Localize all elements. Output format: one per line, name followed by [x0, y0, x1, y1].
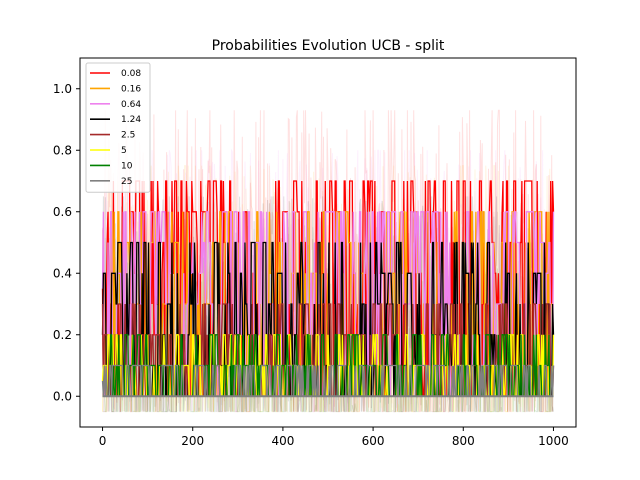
legend-label: 2.5 — [121, 131, 135, 141]
series-line-5 — [101, 334, 555, 397]
x-tick-label: 400 — [271, 434, 294, 448]
x-axis: 0 200 400 600 800 1000 — [99, 427, 569, 448]
x-tick-label: 600 — [362, 434, 385, 448]
x-tick-label: 800 — [452, 434, 475, 448]
legend-label: 0.64 — [121, 100, 141, 110]
legend-label: 1.24 — [121, 115, 141, 125]
y-tick-label: 0.6 — [53, 205, 72, 219]
legend-label: 10 — [121, 161, 133, 171]
legend-box — [85, 62, 151, 193]
chart-title: Probabilities Evolution UCB - split — [212, 38, 445, 54]
legend-label: 0.08 — [121, 69, 141, 79]
y-tick-label: 0.8 — [53, 143, 72, 157]
y-tick-label: 1.0 — [53, 82, 72, 96]
y-tick-label: 0.0 — [53, 389, 72, 403]
y-tick-label: 0.4 — [53, 266, 72, 280]
legend-label: 25 — [121, 177, 132, 187]
x-tick-label: 1000 — [538, 434, 569, 448]
legend-label: 0.16 — [121, 84, 141, 94]
axes-frame — [79, 57, 577, 428]
x-tick-label: 0 — [99, 434, 107, 448]
y-axis: 0.0 0.2 0.4 0.6 0.8 1.0 — [53, 82, 80, 403]
legend-label: 5 — [121, 146, 127, 156]
x-tick-label: 200 — [181, 434, 204, 448]
y-tick-label: 0.2 — [53, 328, 72, 342]
legend: 0.08 0.16 0.64 1.24 2.5 5 10 25 — [85, 62, 151, 193]
plot-area — [101, 109, 555, 413]
